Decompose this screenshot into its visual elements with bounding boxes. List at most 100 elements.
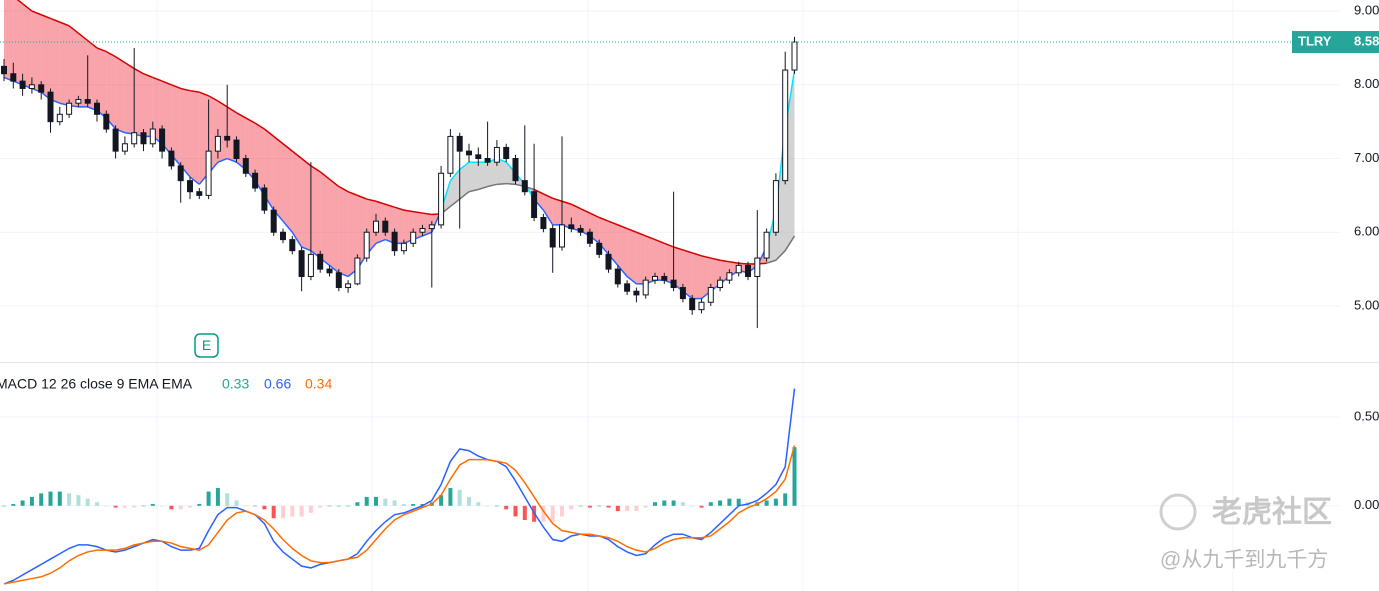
histogram-bar (318, 505, 323, 508)
histogram-bar (20, 500, 25, 506)
ribbon-slow-edge (254, 122, 265, 130)
candle-body (698, 301, 705, 311)
histogram-bar (625, 505, 630, 512)
histogram-bar (522, 505, 527, 520)
legend-signal: 0.34 (305, 376, 332, 392)
candle-body (196, 191, 203, 196)
ribbon-slow-edge (645, 235, 656, 241)
candle-body (679, 287, 686, 300)
ribbon-slow-edge (301, 157, 312, 167)
histogram-bar (606, 505, 611, 508)
candle-body (549, 228, 556, 248)
ribbon-slow-edge (105, 50, 116, 58)
ribbon-slow-edge (263, 128, 275, 137)
ribbon-slow-edge (329, 178, 340, 188)
ribbon-segment (143, 73, 153, 137)
ribbon-segment (152, 77, 163, 144)
candle-body (400, 242, 407, 252)
candle-body (484, 158, 491, 163)
ribbon-segment (180, 88, 190, 177)
ribbon-slow-edge (710, 257, 721, 261)
ribbon-segment (69, 25, 79, 107)
candle-body (307, 253, 314, 277)
candle-body (531, 191, 538, 218)
histogram-bar (383, 498, 388, 506)
ribbon-slow-edge (87, 39, 98, 49)
histogram-bar (634, 505, 639, 512)
histogram-bar (29, 496, 34, 506)
histogram-bar (550, 505, 555, 522)
macd-title: MACD 12 26 close 9 EMA EMA (0, 376, 193, 392)
candle-body (345, 283, 352, 289)
ribbon-slow-edge (68, 25, 79, 34)
candle-body (252, 172, 259, 189)
candle-body (689, 298, 696, 311)
ribbon-slow-edge (40, 14, 51, 20)
ribbon-fast-edge (449, 169, 461, 182)
ribbon-segment (655, 239, 665, 281)
ribbon-slow-edge (319, 171, 330, 180)
candle-body (707, 287, 714, 303)
ribbon-segment (571, 204, 581, 231)
badge-box[interactable] (194, 333, 219, 358)
ribbon-slow-edge (394, 206, 405, 211)
candle-body (428, 224, 435, 230)
badge-label[interactable]: E (202, 337, 211, 353)
histogram-bar (401, 504, 406, 506)
ribbon-slow-edge (124, 62, 135, 70)
histogram-bar (76, 495, 81, 506)
ribbon-segment (87, 40, 97, 111)
candle-body (289, 239, 296, 252)
ribbon-slow-edge (533, 188, 544, 195)
ribbon-slow-edge (664, 242, 674, 248)
histogram-bar (494, 505, 499, 507)
histogram-bar (346, 505, 351, 507)
ribbon-fast-edge (542, 209, 554, 226)
ribbon-fast-edge (217, 157, 228, 163)
candle-body (28, 84, 35, 89)
histogram-bar (783, 493, 788, 506)
candle-body (577, 228, 584, 233)
histogram-bar (243, 505, 248, 507)
ribbon-slow-edge (180, 87, 191, 92)
ribbon-slow-edge (459, 191, 470, 200)
ribbon-segment (617, 224, 628, 277)
histogram-bar (11, 504, 16, 506)
ribbon-fast-edge (301, 246, 312, 252)
candle-body (670, 279, 677, 289)
ribbon-slow-edge (784, 235, 796, 252)
time-grid (156, 0, 1234, 591)
ribbon-fast-edge (226, 157, 237, 163)
y-tick-label: 0.00 (1354, 497, 1379, 512)
histogram-bar (225, 493, 230, 506)
candle-body (10, 73, 17, 82)
ribbon-segment (320, 171, 330, 266)
candle-body (280, 231, 286, 241)
candle-body (456, 135, 463, 152)
ribbon-segment (124, 62, 135, 135)
candle-body (596, 242, 603, 255)
histogram-bar (197, 504, 202, 506)
ribbon-slow-edge (357, 194, 367, 200)
ribbon-slow-edge (338, 185, 349, 193)
candle-body (624, 283, 631, 292)
ribbon-slow-edge (22, 3, 33, 12)
candle-body (568, 224, 575, 230)
ribbon-segment (329, 179, 339, 273)
ribbon-fast-edge (282, 220, 293, 233)
candle-body (1, 65, 7, 75)
ribbon-segment (664, 243, 674, 284)
y-tick-label: 7.00 (1354, 150, 1379, 165)
candle-body (745, 264, 751, 277)
ribbon-slow-edge (59, 21, 70, 27)
candle-body (717, 279, 724, 289)
candle-body (103, 113, 110, 130)
candle-body (214, 135, 221, 152)
ribbon-segment (682, 249, 693, 299)
histogram-bar (308, 505, 313, 513)
candle-body (503, 146, 510, 160)
earnings-badge[interactable]: E (194, 333, 219, 358)
ribbon-slow-edge (617, 224, 628, 230)
histogram-bar (671, 500, 676, 506)
candle-body (661, 275, 668, 281)
